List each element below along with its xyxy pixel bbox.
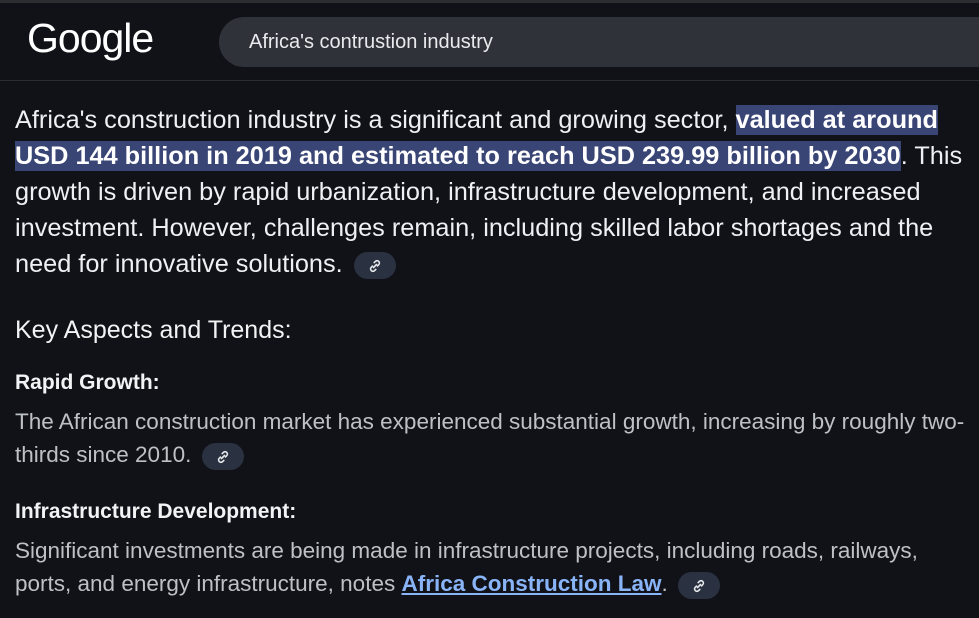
infrastructure-text-end: . — [661, 571, 668, 596]
source-link-chip[interactable] — [678, 571, 721, 599]
section-heading: Key Aspects and Trends: — [15, 316, 292, 344]
africa-construction-law-link[interactable]: Africa Construction Law — [401, 571, 662, 596]
link-icon — [693, 579, 705, 592]
browser-edge — [0, 0, 979, 3]
rapid-growth-text: The African construction market has expe… — [15, 409, 965, 467]
header-bar: Google — [0, 0, 979, 81]
search-input[interactable] — [249, 17, 949, 67]
item-title-infrastructure: Infrastructure Development: — [15, 500, 297, 523]
search-box[interactable] — [219, 17, 979, 67]
overview-content: Africa's construction industry is a sign… — [15, 102, 965, 282]
google-logo[interactable]: Google — [27, 15, 154, 61]
item-text-infrastructure: Significant investments are being made i… — [15, 534, 965, 600]
source-link-chip[interactable] — [353, 251, 396, 279]
overview-summary: Africa's construction industry is a sign… — [15, 102, 965, 282]
item-title-rapid-growth: Rapid Growth: — [15, 371, 160, 394]
summary-text-start: Africa's construction industry is a sign… — [15, 106, 736, 134]
link-icon — [369, 259, 380, 272]
link-icon — [217, 450, 228, 463]
summary-text-end: . This growth is driven by rapid urbaniz… — [15, 142, 963, 278]
infrastructure-text: Significant investments are being made i… — [15, 538, 918, 596]
item-text-rapid-growth: The African construction market has expe… — [15, 405, 965, 471]
source-link-chip[interactable] — [201, 442, 244, 470]
